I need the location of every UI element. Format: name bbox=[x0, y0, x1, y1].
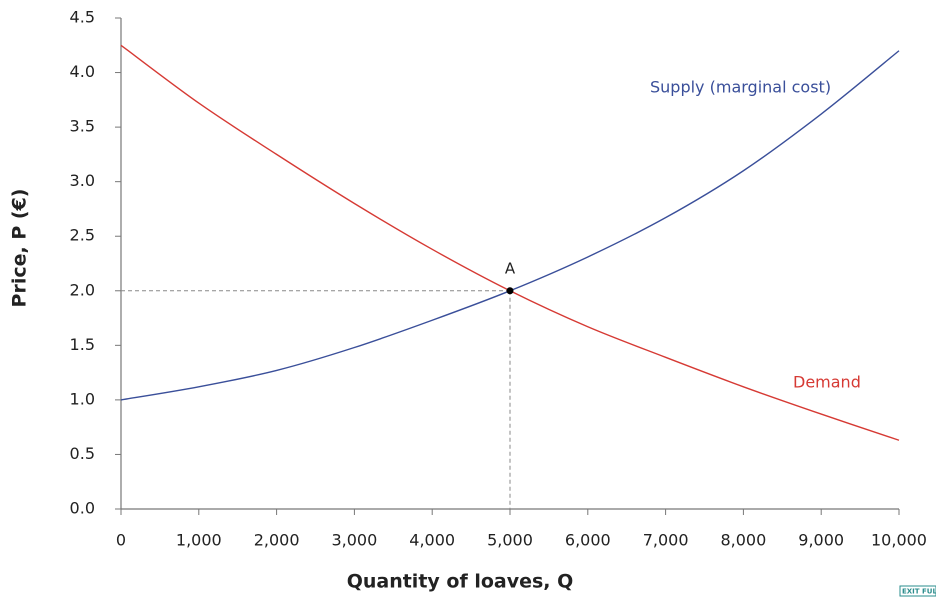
x-tick-label: 1,000 bbox=[176, 531, 222, 550]
series-line bbox=[120, 44, 900, 441]
y-tick-label: 1.0 bbox=[70, 389, 95, 408]
series-label: Demand bbox=[793, 373, 861, 392]
y-tick-label: 4.5 bbox=[70, 8, 95, 27]
exit-button[interactable] bbox=[899, 585, 936, 597]
series-label: Supply (marginal cost) bbox=[650, 78, 831, 97]
point-label: A bbox=[505, 259, 516, 277]
y-tick-label: 2.5 bbox=[70, 226, 95, 245]
x-tick-label: 6,000 bbox=[565, 531, 611, 550]
y-tick-label: 3.5 bbox=[70, 117, 95, 136]
x-tick-label: 0 bbox=[116, 531, 126, 550]
x-tick-label: 2,000 bbox=[254, 531, 300, 550]
x-tick-label: 8,000 bbox=[720, 531, 766, 550]
x-tick-label: 7,000 bbox=[643, 531, 689, 550]
y-tick-label: 0.5 bbox=[70, 444, 95, 463]
y-tick-label: 4.0 bbox=[70, 62, 95, 81]
series-line bbox=[120, 50, 900, 401]
x-tick-label: 3,000 bbox=[331, 531, 377, 550]
x-axis-label: Quantity of loaves, Q bbox=[347, 571, 574, 593]
y-tick-label: 0.0 bbox=[70, 499, 95, 518]
x-tick-label: 5,000 bbox=[487, 531, 533, 550]
exit-button-label[interactable]: EXIT FULL bbox=[902, 588, 936, 596]
y-axis-label: Price, P (€) bbox=[9, 189, 31, 308]
x-tick-label: 9,000 bbox=[798, 531, 844, 550]
point-marker bbox=[506, 287, 514, 295]
y-tick-label: 1.5 bbox=[70, 335, 95, 354]
x-tick-label: 10,000 bbox=[871, 531, 927, 550]
x-tick-label: 4,000 bbox=[409, 531, 455, 550]
y-tick-label: 3.0 bbox=[70, 171, 95, 190]
y-tick-label: 2.0 bbox=[70, 280, 95, 299]
